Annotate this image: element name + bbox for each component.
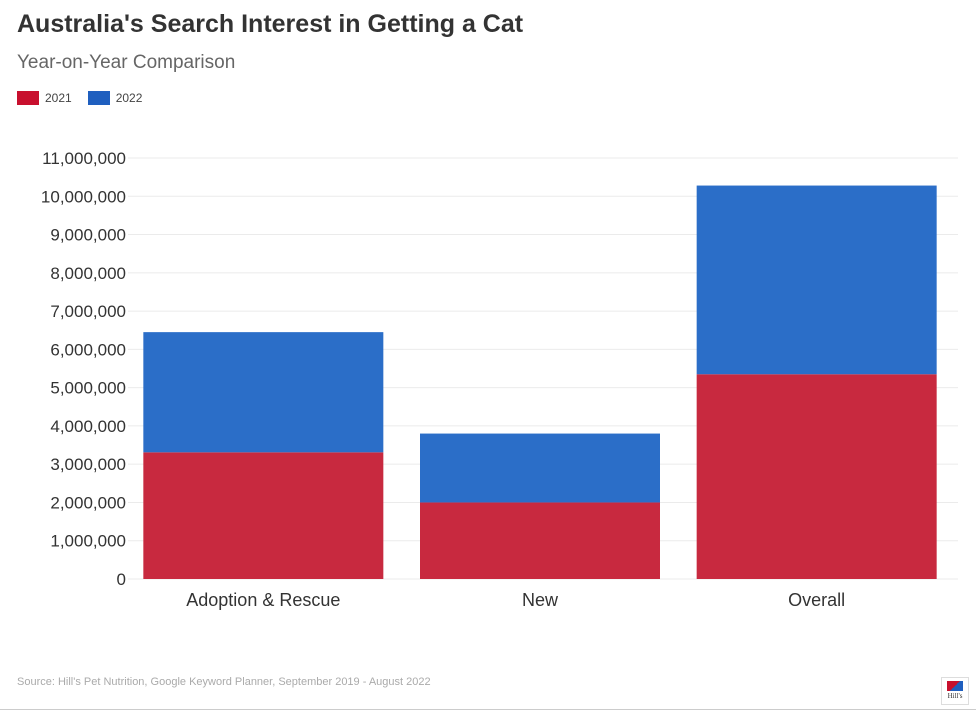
y-tick-label: 9,000,000 bbox=[50, 226, 126, 245]
hills-logo: Hill's bbox=[941, 677, 969, 705]
legend-swatch-2022 bbox=[87, 91, 110, 105]
y-tick-label: 4,000,000 bbox=[50, 417, 126, 436]
legend-label: 2022 bbox=[115, 91, 143, 105]
bar-2022 bbox=[143, 332, 384, 453]
bar-2022 bbox=[420, 433, 660, 503]
y-tick-label: 11,000,000 bbox=[42, 149, 126, 168]
y-tick-label: 7,000,000 bbox=[50, 302, 126, 321]
x-tick-label: Adoption & Rescue bbox=[186, 590, 340, 610]
chart-subtitle: Year-on-Year Comparison bbox=[17, 52, 236, 73]
bar-2021 bbox=[143, 452, 384, 579]
bar-2022 bbox=[696, 185, 937, 375]
y-tick-label: 3,000,000 bbox=[50, 455, 126, 474]
y-tick-label: 1,000,000 bbox=[50, 532, 126, 551]
y-tick-label: 10,000,000 bbox=[41, 187, 126, 206]
y-tick-label: 5,000,000 bbox=[50, 379, 126, 398]
y-tick-label: 0 bbox=[117, 570, 126, 589]
legend-item-2022[interactable]: 2022 bbox=[87, 91, 143, 105]
bar-2021 bbox=[420, 502, 660, 579]
y-tick-label: 6,000,000 bbox=[50, 340, 126, 359]
chart-title: Australia's Search Interest in Getting a… bbox=[17, 10, 524, 38]
legend: 2021 2022 bbox=[17, 91, 142, 105]
bar-2021 bbox=[696, 374, 937, 579]
divider bbox=[0, 709, 976, 710]
y-tick-label: 2,000,000 bbox=[50, 493, 126, 512]
x-tick-label: New bbox=[522, 590, 559, 610]
legend-item-2021[interactable]: 2021 bbox=[17, 91, 72, 105]
x-tick-label: Overall bbox=[788, 590, 845, 610]
y-tick-label: 8,000,000 bbox=[50, 264, 126, 283]
source-note: Source: Hill's Pet Nutrition, Google Key… bbox=[17, 676, 431, 688]
legend-label: 2021 bbox=[45, 91, 72, 105]
legend-swatch-2021 bbox=[17, 91, 39, 105]
